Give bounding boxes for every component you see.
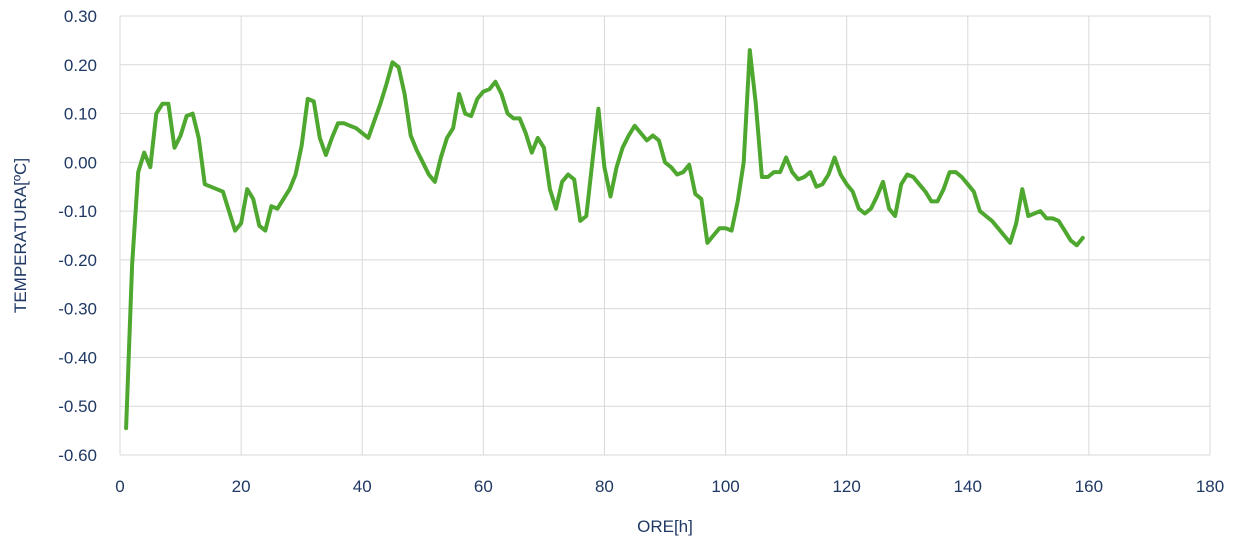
y-tick-label: 0.00 [64, 153, 97, 172]
y-tick-label: 0.30 [64, 7, 97, 26]
x-tick-label: 100 [711, 477, 739, 496]
y-tick-label: -0.30 [58, 300, 97, 319]
y-tick-label: -0.10 [58, 202, 97, 221]
series-layer [124, 48, 1085, 431]
y-tick-label: -0.20 [58, 251, 97, 270]
y-tick-label: -0.40 [58, 348, 97, 367]
x-tick-label: 80 [595, 477, 614, 496]
x-tick-label: 40 [353, 477, 372, 496]
y-axis-title: TEMPERATURA[ºC] [11, 158, 30, 313]
x-tick-label: 120 [832, 477, 860, 496]
x-tick-label: 20 [232, 477, 251, 496]
y-axis-tick-labels: 0.30 0.20 0.10 0.00 -0.10 -0.20 -0.30 -0.40 -0.5… [58, 7, 97, 465]
y-tick-label: -0.50 [58, 397, 97, 416]
x-tick-label: 60 [474, 477, 493, 496]
x-tick-label: 160 [1075, 477, 1103, 496]
x-axis-title: ORE[h] [637, 517, 693, 536]
grid-lines [119, 15, 1211, 456]
x-tick-label: 0 [115, 477, 124, 496]
x-tick-label: 180 [1196, 477, 1224, 496]
y-tick-label: -0.60 [58, 446, 97, 465]
x-tick-label: 140 [954, 477, 982, 496]
x-axis-tick-labels: 0 20 40 60 80 100 120 140 160 180 [115, 477, 1224, 496]
series-line [124, 48, 1085, 431]
y-tick-label: 0.20 [64, 56, 97, 75]
y-tick-label: 0.10 [64, 105, 97, 124]
